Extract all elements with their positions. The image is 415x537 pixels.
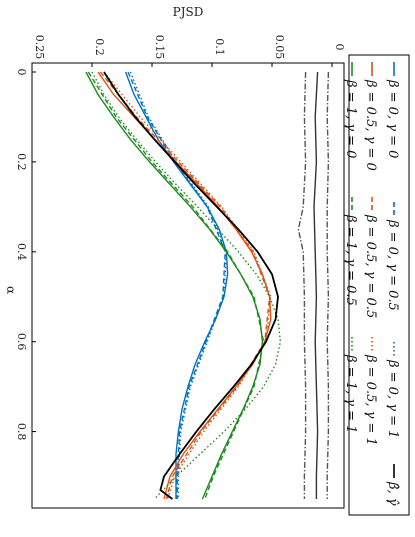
x-tick-label: 0.2 [15,153,28,171]
y-tick-label: 0.15 [153,35,166,60]
legend-label: β = 0.5, γ = 0.5 [363,214,378,318]
series-line-11 [297,71,307,499]
legend-label: β = 0, γ = 1 [385,359,400,438]
legend-label: β = 0, γ = 0 [385,79,400,158]
series-line-3 [97,71,272,500]
legend-label: β = 0, γ = 0.5 [385,219,400,311]
series-line-5 [103,71,272,500]
series-line-9 [103,71,279,500]
y-tick-label: 0.2 [93,38,106,56]
legend-label: β = 1, γ = 1 [343,354,358,433]
series-line-8 [91,71,282,500]
legend: β = 0, γ = 0 β = 0, γ = 0.5 β = 0, γ = 1 β̂… [343,54,410,516]
legend-label: β = 1, γ = 0 [343,79,358,158]
series-line-7 [87,71,265,500]
y-tick-label: 0.05 [273,35,286,60]
series-layer [85,71,330,500]
x-tick-label: 0.6 [15,333,28,351]
x-tick-label: 0 [15,68,28,75]
y-tick-label: 0.25 [33,35,46,60]
y-tick-label: 0.1 [213,38,226,56]
series-line-10 [313,71,319,499]
x-tick-label: 0.4 [15,243,28,261]
series-line-6 [85,71,264,500]
x-tick-label: 0.8 [15,423,28,441]
legend-label: β̂, γ̂ [385,481,400,506]
series-line-1 [127,71,226,499]
series-line-4 [99,71,271,500]
plot-frame [31,62,345,509]
legend-box [348,54,410,516]
ticks-layer: 0 0.2 0.4 0.6 0.8 0 0.05 0.1 0.15 0.2 0.25 [15,35,346,441]
series-line-12 [326,71,330,499]
legend-label: β = 1, γ = 0.5 [343,214,358,306]
legend-label: β = 0.5, γ = 1 [363,354,378,446]
legend-label: β = 0.5, γ = 0 [363,79,378,171]
series-line-0 [124,71,229,499]
y-tick-label: 0 [333,44,346,51]
y-axis-title: PJSD [173,5,204,19]
x-axis-title: α [4,286,18,294]
